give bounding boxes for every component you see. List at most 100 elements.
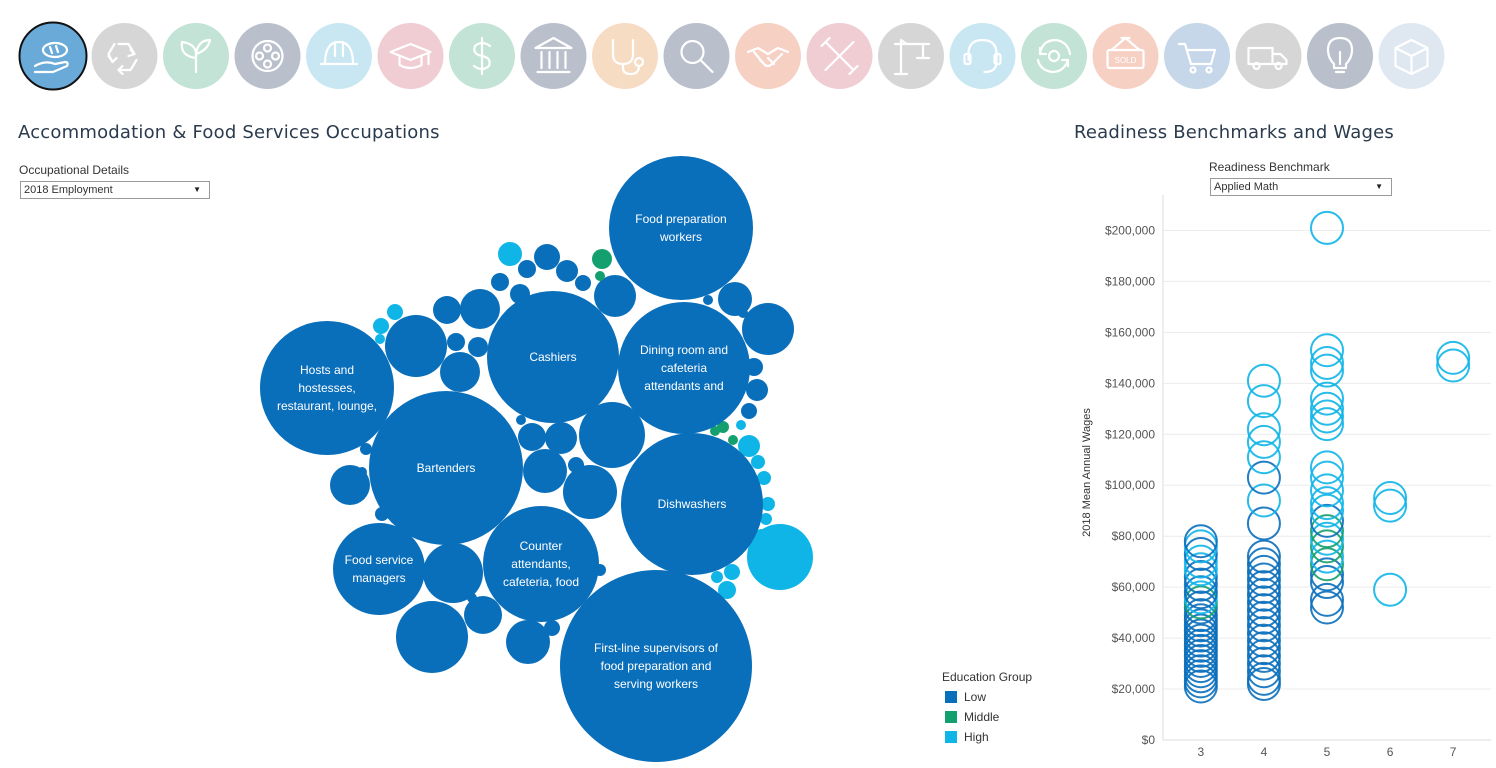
- bubble[interactable]: [260, 321, 394, 455]
- bubble[interactable]: [718, 282, 752, 316]
- bubble[interactable]: [491, 273, 509, 291]
- scatter-point[interactable]: [1310, 486, 1344, 521]
- bubble[interactable]: [396, 601, 468, 673]
- scatter-point[interactable]: [1246, 593, 1281, 628]
- scatter-point[interactable]: [1310, 539, 1344, 574]
- scatter-point[interactable]: [1246, 608, 1281, 643]
- bubble[interactable]: [357, 467, 367, 477]
- bubble[interactable]: [738, 435, 760, 457]
- scatter-point[interactable]: [1310, 333, 1344, 368]
- nav-support-button[interactable]: [949, 23, 1016, 89]
- scatter-point[interactable]: [1246, 631, 1281, 666]
- scatter-point[interactable]: [1310, 399, 1344, 434]
- bubble[interactable]: [728, 435, 738, 445]
- scatter-point[interactable]: [1246, 424, 1281, 459]
- scatter-point[interactable]: [1183, 598, 1218, 633]
- occupation-bubble[interactable]: Dishwashers: [621, 433, 763, 575]
- bubble[interactable]: [609, 156, 753, 300]
- bubble[interactable]: [468, 337, 488, 357]
- scatter-point[interactable]: [1310, 565, 1344, 600]
- occupation-bubble[interactable]: Bartenders: [369, 391, 523, 545]
- bubble[interactable]: [523, 449, 567, 493]
- bubble[interactable]: [618, 302, 750, 434]
- scatter-point[interactable]: [1310, 391, 1344, 426]
- bubble[interactable]: [717, 421, 729, 433]
- scatter-point[interactable]: [1183, 552, 1218, 587]
- scatter-point[interactable]: [1310, 450, 1344, 485]
- scatter-point[interactable]: [1183, 559, 1218, 594]
- scatter-point[interactable]: [1183, 537, 1218, 572]
- scatter-point[interactable]: [1246, 562, 1281, 597]
- bubble[interactable]: [360, 443, 372, 455]
- occupation-bubble[interactable]: Dining room and cafeteria attendants and: [618, 302, 750, 434]
- bubble[interactable]: [433, 296, 461, 324]
- legend-item-middle[interactable]: Middle: [942, 707, 1032, 727]
- bubble[interactable]: [460, 289, 500, 329]
- nav-finance-button[interactable]: [449, 23, 515, 89]
- bubble[interactable]: [373, 318, 389, 334]
- scatter-point[interactable]: [1310, 529, 1344, 564]
- scatter-point[interactable]: [1246, 570, 1281, 605]
- occupation-bubble[interactable]: Food preparation workers: [609, 156, 753, 300]
- occupation-bubble[interactable]: Counter attendants, cafeteria, food: [483, 506, 599, 622]
- legend-item-high[interactable]: High: [942, 727, 1032, 747]
- bubble[interactable]: [741, 403, 757, 419]
- bubble[interactable]: [333, 523, 425, 615]
- bubble[interactable]: [757, 471, 771, 485]
- bubble[interactable]: [621, 433, 763, 575]
- scatter-point[interactable]: [1246, 646, 1281, 681]
- scatter-point[interactable]: [1310, 521, 1344, 556]
- scatter-point[interactable]: [1246, 483, 1281, 518]
- scatter-point[interactable]: [1246, 384, 1281, 419]
- occupational-details-dropdown[interactable]: 2018 Employment ▼: [20, 181, 210, 199]
- nav-manufacturing-button[interactable]: [1378, 23, 1445, 89]
- bubble[interactable]: [711, 571, 723, 583]
- occupation-bubble[interactable]: Cashiers: [487, 291, 619, 423]
- nav-government-button[interactable]: [520, 23, 587, 89]
- scatter-point[interactable]: [1310, 381, 1344, 416]
- bubble[interactable]: [747, 524, 813, 590]
- nav-innovation-button[interactable]: [1307, 23, 1373, 89]
- nav-sales-button[interactable]: SOLD: [1092, 23, 1159, 89]
- scatter-point[interactable]: [1436, 340, 1471, 375]
- nav-media-button[interactable]: [234, 23, 301, 89]
- occupation-bubble[interactable]: First-line supervisors of food preparatio…: [560, 570, 752, 762]
- nav-hospitality-button[interactable]: [18, 21, 88, 91]
- bubble[interactable]: [534, 244, 560, 270]
- bubble[interactable]: [545, 422, 577, 454]
- nav-agriculture-button[interactable]: [163, 23, 229, 89]
- scatter-point[interactable]: [1246, 616, 1281, 650]
- bubble[interactable]: [563, 465, 617, 519]
- bubble[interactable]: [560, 570, 752, 762]
- nav-repair-button[interactable]: [806, 23, 873, 89]
- bubble[interactable]: [518, 260, 536, 278]
- scatter-point[interactable]: [1246, 654, 1281, 689]
- bubble[interactable]: [518, 423, 546, 451]
- occupation-bubble[interactable]: Food service managers: [333, 523, 425, 615]
- bubble[interactable]: [575, 275, 591, 291]
- bubble[interactable]: [594, 275, 636, 317]
- bubble[interactable]: [447, 333, 465, 351]
- bubble[interactable]: [751, 455, 765, 469]
- occupation-bubble[interactable]: Hosts and hostesses, restaurant, lounge,: [260, 321, 394, 455]
- scatter-point[interactable]: [1246, 363, 1281, 398]
- nav-education-button[interactable]: [377, 23, 444, 89]
- nav-healthcare-button[interactable]: [592, 23, 658, 89]
- scatter-point[interactable]: [1310, 473, 1344, 508]
- scatter-point[interactable]: [1373, 488, 1408, 523]
- scatter-point[interactable]: [1246, 539, 1281, 574]
- scatter-point[interactable]: [1310, 210, 1344, 245]
- nav-construction-button[interactable]: [306, 23, 372, 89]
- scatter-point[interactable]: [1183, 544, 1218, 579]
- bubble[interactable]: [738, 308, 748, 318]
- scatter-point[interactable]: [1246, 577, 1281, 612]
- bubble[interactable]: [375, 334, 385, 344]
- scatter-point[interactable]: [1436, 348, 1471, 383]
- scatter-point[interactable]: [1310, 345, 1344, 380]
- scatter-point[interactable]: [1246, 440, 1281, 475]
- bubble[interactable]: [369, 391, 523, 545]
- nav-business-button[interactable]: [735, 23, 801, 89]
- scatter-point[interactable]: [1246, 600, 1281, 635]
- nav-engineering-button[interactable]: [878, 23, 944, 89]
- bubble[interactable]: [724, 564, 740, 580]
